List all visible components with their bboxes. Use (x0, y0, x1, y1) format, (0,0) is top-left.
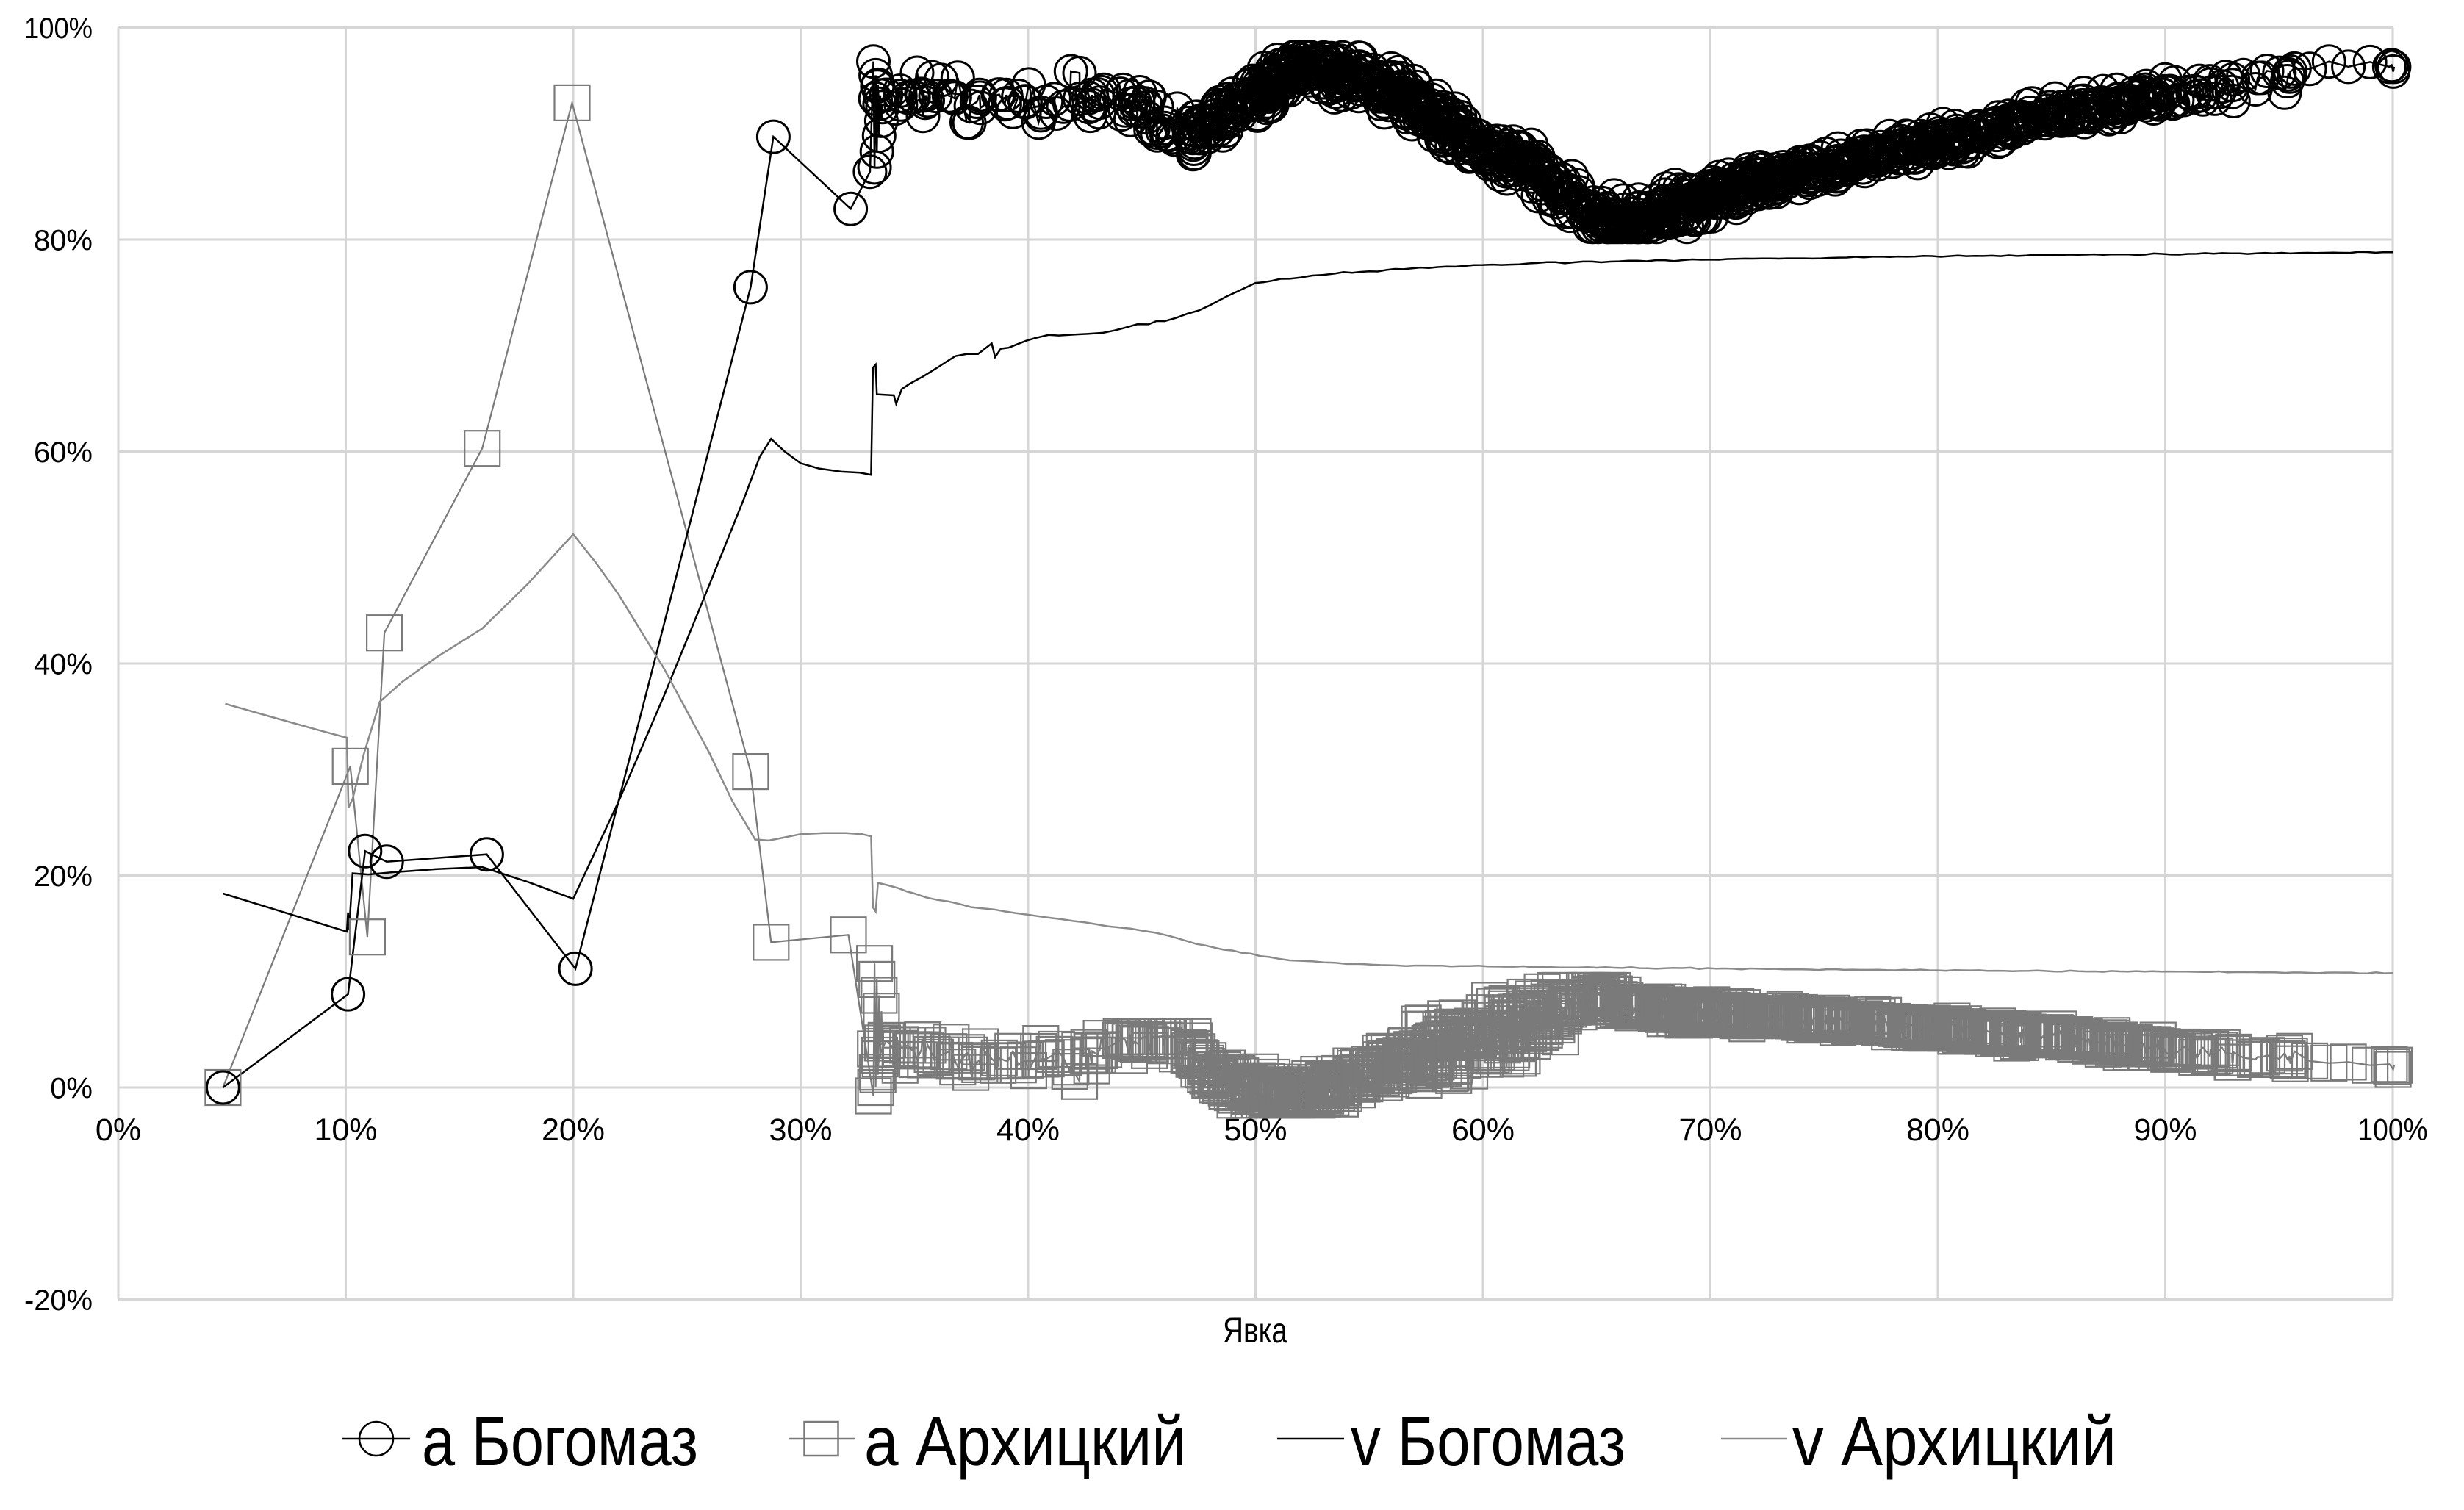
svg-text:а Богомаз: а Богомаз (422, 1403, 698, 1481)
svg-text:v Богомаз: v Богомаз (1351, 1403, 1626, 1481)
svg-text:60%: 60% (34, 436, 93, 469)
svg-text:0%: 0% (96, 1112, 141, 1148)
svg-text:-20%: -20% (24, 1284, 93, 1317)
svg-text:0%: 0% (50, 1073, 93, 1105)
svg-text:20%: 20% (542, 1112, 605, 1148)
svg-text:40%: 40% (996, 1112, 1060, 1148)
svg-text:70%: 70% (1678, 1112, 1742, 1148)
svg-text:40%: 40% (34, 649, 93, 681)
svg-text:80%: 80% (34, 225, 93, 257)
svg-text:20%: 20% (34, 860, 93, 893)
svg-text:90%: 90% (2133, 1112, 2197, 1148)
svg-text:100%: 100% (2358, 1112, 2428, 1148)
svg-text:Явка: Явка (1223, 1312, 1287, 1351)
svg-text:80%: 80% (1906, 1112, 1969, 1148)
svg-text:100%: 100% (24, 12, 93, 45)
svg-text:10%: 10% (314, 1112, 377, 1148)
svg-text:а Архицкий: а Архицкий (864, 1403, 1186, 1481)
svg-text:30%: 30% (769, 1112, 832, 1148)
svg-text:v Архицкий: v Архицкий (1792, 1403, 2116, 1481)
svg-text:60%: 60% (1451, 1112, 1515, 1148)
